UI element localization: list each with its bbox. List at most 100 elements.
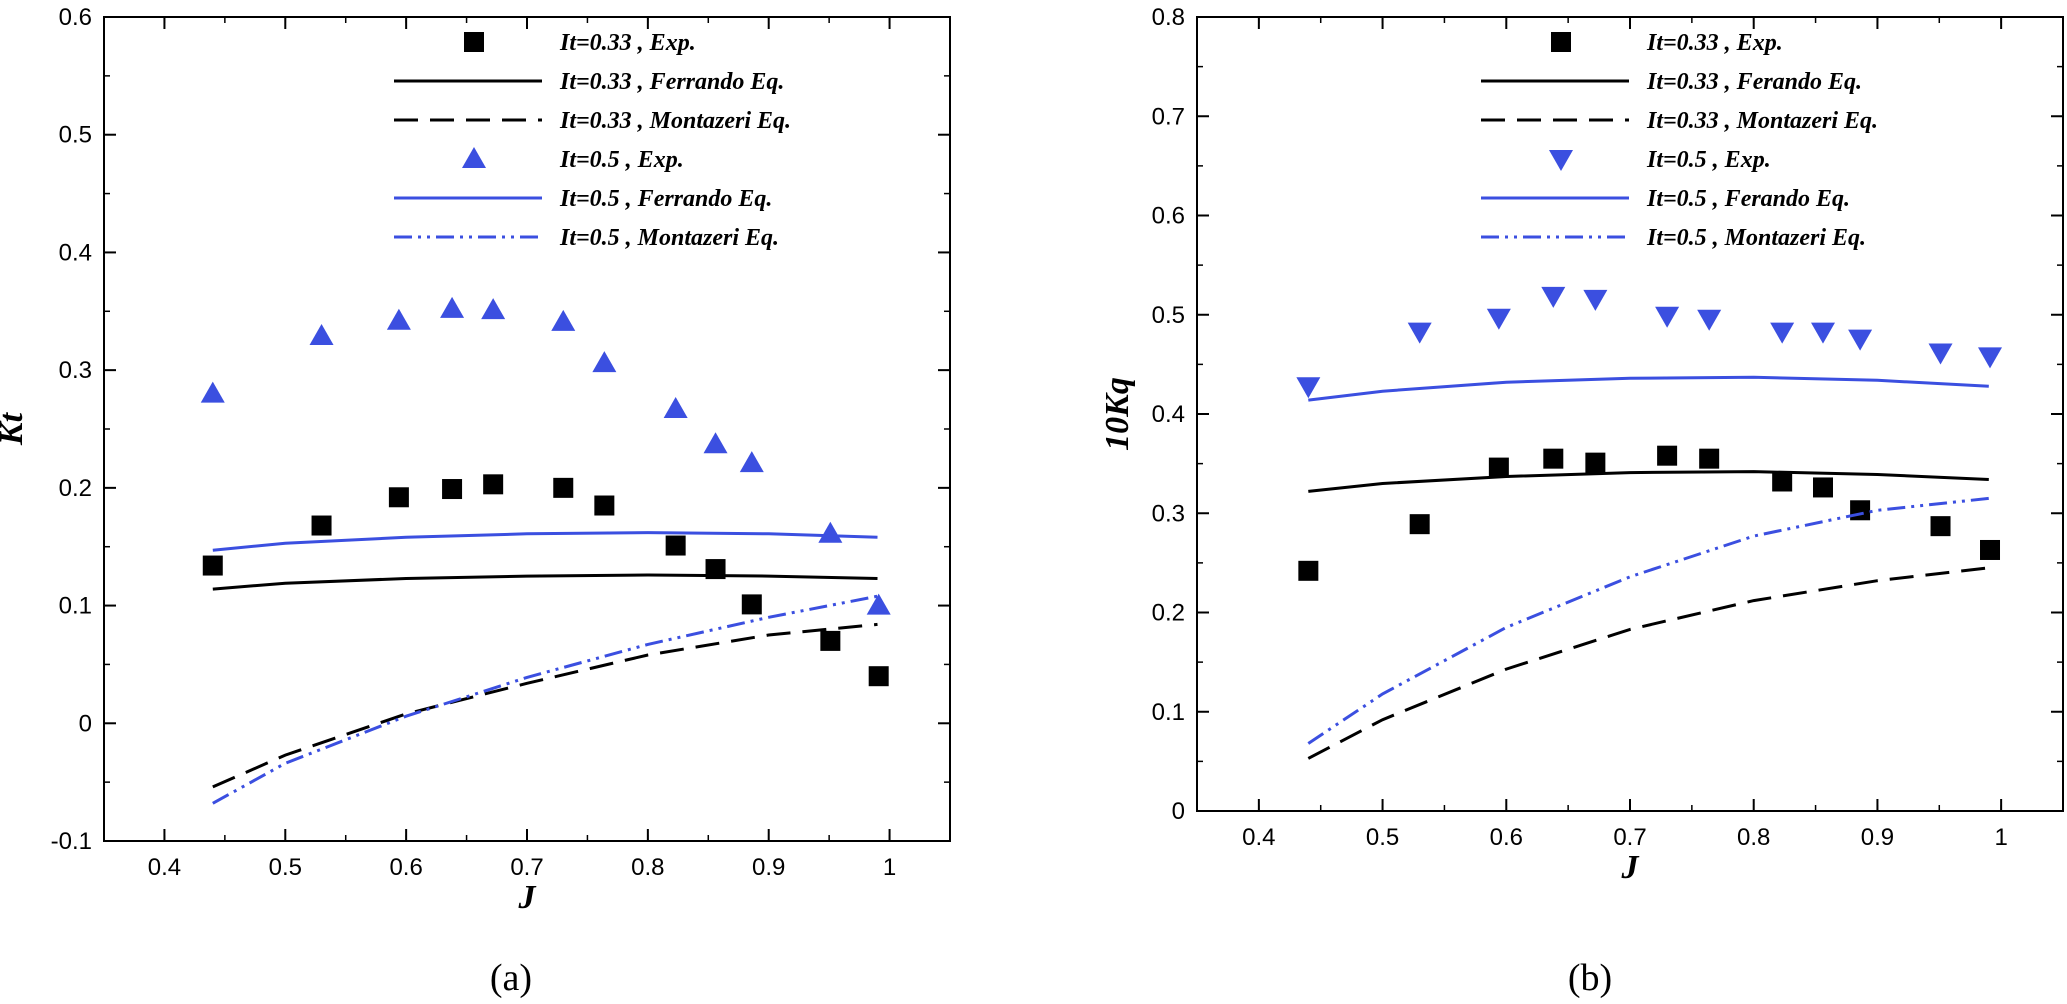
data-point — [1980, 539, 2001, 560]
x-tick-label: 0.6 — [389, 854, 422, 881]
data-point — [1543, 448, 1564, 469]
series-4 — [1308, 375, 1989, 402]
data-point — [1928, 343, 1953, 365]
data-point — [1298, 560, 1319, 581]
y-axis-title: 10Kq — [1099, 377, 1136, 451]
data-point — [739, 451, 764, 473]
series-3 — [200, 296, 891, 615]
series-5 — [1307, 496, 1989, 745]
x-tick-label: 0.9 — [1861, 824, 1894, 851]
data-point — [741, 594, 762, 615]
y-tick-label: 0.6 — [59, 4, 92, 31]
series-0 — [1298, 445, 2001, 581]
legend-marker-swatch — [464, 32, 484, 52]
data-point — [483, 474, 504, 495]
y-tick-label: 0.6 — [1152, 203, 1185, 230]
legend-label: It=0.33 , Exp. — [1646, 30, 1783, 56]
legend-label: It=0.5 , Ferando Eq. — [1646, 186, 1850, 212]
series-line — [212, 594, 878, 805]
plot-frame — [1196, 16, 2064, 812]
data-point — [866, 593, 891, 615]
data-point — [1978, 347, 2003, 369]
x-tick-label: 0.4 — [1242, 824, 1275, 851]
x-axis-title: J — [518, 879, 537, 916]
series-line — [1307, 496, 1989, 745]
legend-label: It=0.5 , Montazeri Eq. — [559, 225, 779, 251]
series-line — [1308, 470, 1989, 493]
chart-panel-a: 0.4 0.5 0.6 0.7 0.8 0.9 1 -0.1 0 0.1 0.2 0.3 0.4 0.5 0… — [0, 4, 951, 999]
y-tick-label: 0.3 — [59, 357, 92, 384]
y-tick-label: 0.2 — [59, 475, 92, 502]
x-tick-label: 1 — [1994, 824, 2007, 851]
data-point — [1488, 457, 1509, 478]
series-2 — [212, 622, 878, 789]
panel-caption: (a) — [490, 957, 532, 999]
data-point — [1296, 377, 1321, 399]
data-point — [388, 487, 409, 508]
data-point — [703, 432, 728, 454]
data-point — [386, 308, 411, 330]
y-tick-label: 0.4 — [1152, 401, 1185, 428]
panel-caption: (b) — [1568, 957, 1612, 999]
y-tick-label: 0 — [79, 710, 92, 737]
series-3 — [1296, 286, 2003, 399]
x-tick-label: 0.9 — [752, 854, 785, 881]
y-tick-label: 0.2 — [1152, 600, 1185, 627]
y-tick-label: 0 — [1172, 798, 1185, 825]
chart-panel-b: 0.4 0.5 0.6 0.7 0.8 0.9 1 0 0.1 0.2 0.3 0.4 0.5 0.6 0.… — [1099, 4, 2064, 999]
data-point — [202, 555, 223, 576]
data-point — [1848, 329, 1873, 351]
data-point — [1486, 308, 1511, 330]
series-1 — [1308, 470, 1989, 493]
data-point — [309, 324, 334, 346]
data-point — [1772, 471, 1793, 492]
y-tick-label: 0.7 — [1152, 103, 1185, 130]
y-tick-label: 0.3 — [1152, 500, 1185, 527]
y-tick-label: 0.5 — [59, 122, 92, 149]
x-tick-label: 0.6 — [1490, 824, 1523, 851]
legend-label: It=0.5 , Ferrando Eq. — [559, 186, 772, 212]
data-point — [1655, 306, 1680, 328]
data-point — [663, 396, 688, 418]
data-point — [1541, 286, 1566, 308]
data-point — [665, 535, 686, 556]
y-tick-label: -0.1 — [51, 828, 92, 855]
x-tick-label: 0.8 — [1737, 824, 1770, 851]
legend-label: It=0.5 , Exp. — [1646, 147, 1771, 173]
data-point — [820, 630, 841, 651]
series-2 — [1307, 566, 1989, 760]
x-tick-label: 0.5 — [269, 854, 302, 881]
data-point — [1770, 322, 1795, 344]
x-tick-label: 0.4 — [148, 854, 181, 881]
series-line — [212, 622, 878, 789]
series-5 — [212, 594, 878, 805]
series-1 — [212, 573, 878, 591]
legend-marker-swatch — [462, 147, 486, 168]
legend-marker-swatch — [1549, 150, 1573, 171]
data-point — [1810, 322, 1835, 344]
plot-frame — [103, 16, 951, 842]
y-tick-label: 0.1 — [1152, 699, 1185, 726]
legend-label: It=0.33 , Ferrando Eq. — [559, 69, 784, 95]
legend-label: It=0.5 , Montazeri Eq. — [1646, 225, 1866, 251]
x-tick-label: 1 — [883, 854, 896, 881]
data-point — [1697, 309, 1722, 331]
y-tick-label: 0.8 — [1152, 4, 1185, 31]
y-axis-title: Kt — [0, 411, 30, 446]
legend-label: It=0.33 , Montazeri Eq. — [559, 108, 791, 134]
series-line — [1307, 566, 1989, 760]
data-point — [1699, 448, 1720, 469]
data-point — [1657, 445, 1678, 466]
x-tick-label: 0.8 — [631, 854, 664, 881]
data-point — [551, 309, 576, 331]
data-point — [1407, 322, 1432, 344]
series-line — [212, 573, 878, 591]
y-tick-label: 0.4 — [59, 239, 92, 266]
data-point — [1409, 514, 1430, 535]
x-tick-label: 0.7 — [510, 854, 543, 881]
legend-label: It=0.33 , Montazeri Eq. — [1646, 108, 1878, 134]
x-axis-title: J — [1621, 849, 1640, 886]
x-tick-label: 0.5 — [1366, 824, 1399, 851]
data-point — [1585, 452, 1606, 473]
